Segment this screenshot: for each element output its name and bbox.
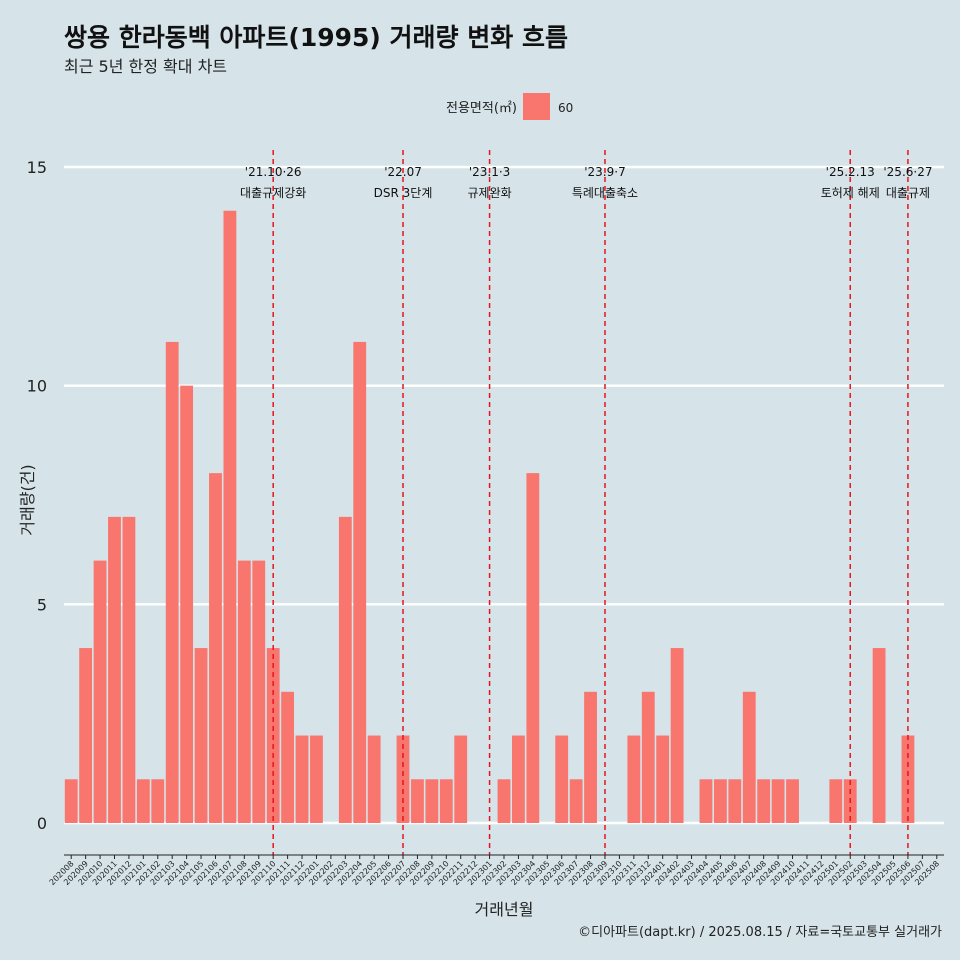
legend-key — [523, 93, 550, 120]
y-axis: 0 5 10 15 — [27, 158, 47, 833]
bar — [252, 560, 266, 823]
bar — [584, 691, 597, 823]
chart-title: 쌍용 한라동백 아파트(1995) 거래량 변화 흐름 — [64, 23, 568, 52]
bar — [281, 691, 295, 823]
chart-subtitle: 최근 5년 한정 확대 차트 — [64, 57, 228, 76]
bar — [829, 779, 843, 823]
bar — [569, 779, 583, 823]
bar — [310, 735, 323, 823]
bar — [79, 648, 93, 823]
bar — [338, 516, 352, 823]
bar — [757, 779, 771, 823]
event-date-label: '21.10·26 — [245, 165, 302, 179]
event-date-label: '23.9·7 — [584, 165, 625, 179]
bar — [223, 210, 237, 823]
bar — [742, 691, 756, 823]
bar — [353, 341, 367, 823]
bar — [122, 516, 136, 823]
bar — [295, 735, 309, 823]
bar — [656, 735, 670, 823]
bar — [165, 341, 179, 823]
bar — [194, 648, 208, 823]
y-tick-label: 5 — [37, 595, 47, 614]
event-label: 규제완화 — [467, 186, 511, 200]
x-axis: 2020082020092020102020112020122021012021… — [48, 854, 944, 887]
bar — [367, 735, 381, 823]
event-label: 특례대출축소 — [572, 186, 638, 200]
bar — [641, 691, 655, 823]
bar — [728, 779, 742, 823]
bar — [872, 648, 886, 823]
bar — [627, 735, 641, 823]
bar — [555, 735, 569, 823]
event-date-label: '23.1·3 — [469, 165, 510, 179]
event-label: 대출규제강화 — [240, 186, 306, 200]
bar — [454, 735, 468, 823]
legend: 전용면적(㎡) 60 — [446, 93, 573, 120]
y-tick-label: 0 — [37, 814, 47, 833]
event-annotations: '21.10·26 대출규제강화 '22.07 DSR 3단계 '23.1·3 규제완화 '… — [240, 150, 932, 855]
bar — [497, 779, 511, 823]
bar — [209, 473, 222, 823]
bar — [670, 648, 684, 823]
y-axis-title: 거래량(건) — [18, 464, 37, 535]
event-date-label: '25.6·27 — [883, 165, 932, 179]
event-label: 대출규제 — [886, 186, 930, 200]
event-label: DSR 3단계 — [374, 186, 433, 200]
source-caption: ©디아파트(dapt.kr) / 2025.08.15 / 자료=국토교통부 실… — [578, 925, 942, 940]
bar — [396, 735, 410, 823]
event-label: 토허제 해제 — [821, 186, 880, 200]
bar — [425, 779, 439, 823]
bar — [512, 735, 525, 823]
y-tick-label: 10 — [27, 377, 47, 396]
bar — [108, 516, 121, 823]
bar — [411, 779, 424, 823]
bar — [901, 735, 915, 823]
event-date-label: '22.07 — [384, 165, 422, 179]
bar — [713, 779, 727, 823]
bar — [699, 779, 713, 823]
bar — [786, 779, 799, 823]
bar — [180, 385, 194, 823]
bar — [64, 779, 78, 823]
bar — [439, 779, 453, 823]
legend-label: 60 — [558, 101, 573, 115]
bars — [64, 210, 915, 823]
bar — [771, 779, 785, 823]
y-tick-label: 15 — [27, 158, 47, 177]
legend-title: 전용면적(㎡) — [446, 101, 517, 116]
bar — [237, 560, 251, 823]
event-date-label: '25.2.13 — [826, 165, 875, 179]
bar — [151, 779, 165, 823]
bar — [136, 779, 150, 823]
bar — [526, 473, 540, 823]
bar — [93, 560, 107, 823]
x-axis-title: 거래년월 — [475, 900, 534, 919]
